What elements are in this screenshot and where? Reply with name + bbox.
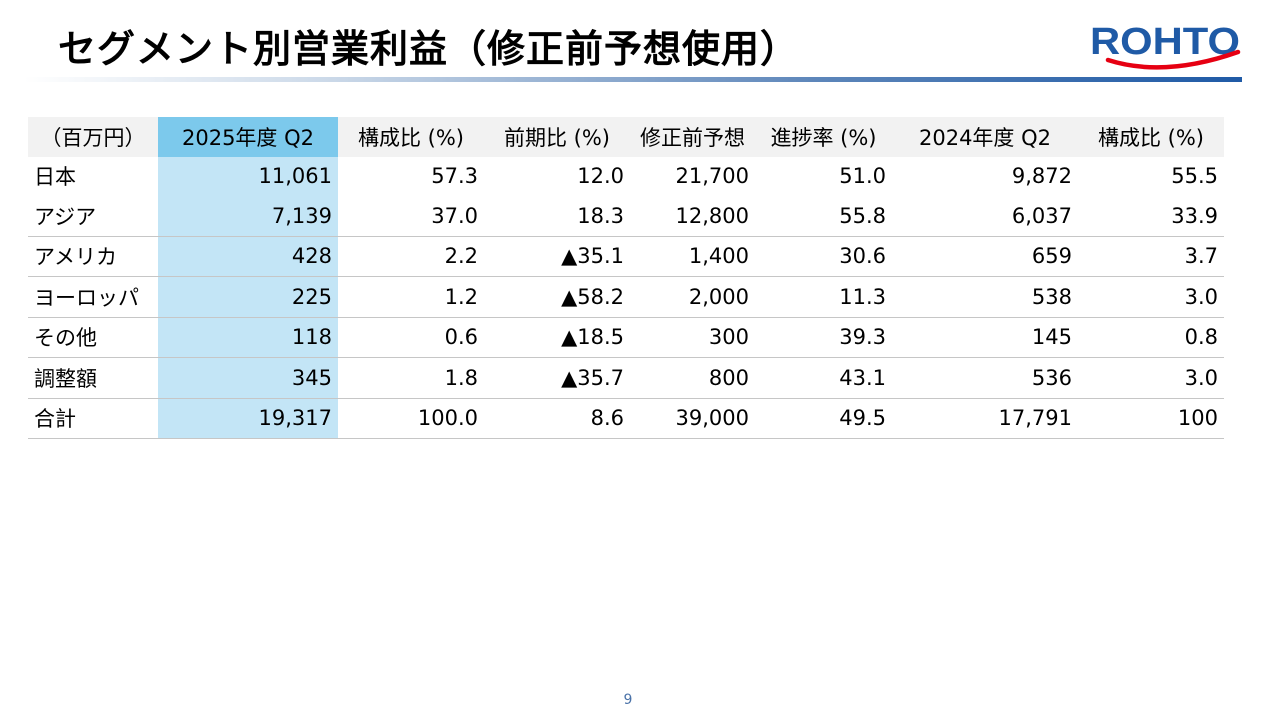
cell-fy2025-q2: 19,317 [158, 398, 338, 439]
slide-title: セグメント別営業利益（修正前予想使用） [58, 27, 800, 71]
table-row-adjustments: 調整額 345 1.8 ▲35.7 800 43.1 536 3.0 [28, 357, 1224, 399]
cell-progress: 43.1 [755, 357, 892, 399]
cell-composition-2025: 37.0 [338, 196, 484, 237]
header-yoy: 前期比 (%) [484, 117, 630, 157]
cell-progress: 11.3 [755, 276, 892, 318]
segment-label: 日本 [34, 165, 76, 190]
table-row-other: その他 118 0.6 ▲18.5 300 39.3 145 0.8 [28, 317, 1224, 358]
cell-fy2025-q2: 11,061 [158, 156, 338, 196]
cell-fy2024-q2: 145 [892, 317, 1078, 358]
cell-composition-2025: 57.3 [431, 164, 478, 189]
cell-fy2024-q2: 538 [892, 276, 1078, 318]
cell-fy2024-q2: 659 [892, 236, 1078, 277]
cell-forecast: 1,400 [630, 236, 755, 277]
cell-composition-2024: 3.7 [1078, 236, 1224, 277]
table-row-americas: アメリカ 428 2.2 ▲35.1 1,400 30.6 659 3.7 [28, 236, 1224, 277]
cell-progress: 49.5 [755, 398, 892, 439]
cell-forecast: 800 [630, 357, 755, 399]
cell-composition-2025: 1.8 [338, 357, 484, 399]
cell-yoy: 12.0 [577, 164, 624, 189]
table-row-asia: アジア 7,139 37.0 18.3 12,800 55.8 6,037 33… [28, 196, 1224, 237]
segment-label: ヨーロッパ [28, 276, 158, 318]
table-header-row: （百万円） 2025年度 Q2 構成比 (%) 前期比 (%) 修正前予想 進捗… [28, 117, 1224, 157]
cell-fy2025-q2: 225 [158, 276, 338, 318]
cell-composition-2024: 0.8 [1078, 317, 1224, 358]
cell-composition-2025: 100.0 [338, 398, 484, 439]
cell-fy2024-q2: 536 [892, 357, 1078, 399]
cell-fy2024-q2: 17,791 [892, 398, 1078, 439]
logo-text: ROHTO [1090, 21, 1240, 63]
cell-progress: 55.8 [755, 196, 892, 237]
cell-fy2025-q2: 118 [158, 317, 338, 358]
cell-composition-2024: 3.0 [1078, 357, 1224, 399]
cell-progress: 30.6 [755, 236, 892, 277]
cell-fy2025-q2: 7,139 [158, 196, 338, 237]
segment-label: アジア [28, 196, 158, 237]
cell-yoy: ▲35.1 [484, 236, 630, 277]
cell-forecast: 39,000 [630, 398, 755, 439]
segment-label: 合計 [28, 398, 158, 439]
segment-label: アメリカ [28, 236, 158, 277]
cell-forecast: 300 [630, 317, 755, 358]
header-pre-revision-forecast: 修正前予想 [630, 117, 755, 157]
logo-swoosh [1105, 49, 1241, 70]
header-composition-2025: 構成比 (%) [338, 117, 484, 157]
cell-composition-2024: 33.9 [1078, 196, 1224, 237]
cell-fy2025-q2: 428 [158, 236, 338, 277]
table-row-japan: 日本 11,061 57.3 12.0 21,700 51.0 9,872 55… [28, 156, 1224, 196]
cell-forecast: 21,700 [675, 164, 749, 189]
cell-yoy: ▲35.7 [484, 357, 630, 399]
cell-composition-2025: 1.2 [338, 276, 484, 318]
cell-yoy: 18.3 [484, 196, 630, 237]
header-progress-rate: 進捗率 (%) [755, 117, 892, 157]
rohto-logo: ROHTO [1090, 21, 1241, 70]
segment-label: 調整額 [28, 357, 158, 399]
table-row-total: 合計 19,317 100.0 8.6 39,000 49.5 17,791 1… [28, 398, 1224, 439]
segment-label: その他 [28, 317, 158, 358]
cell-composition-2025: 0.6 [338, 317, 484, 358]
table-row-europe: ヨーロッパ 225 1.2 ▲58.2 2,000 11.3 538 3.0 [28, 276, 1224, 318]
segment-profit-table: （百万円） 2025年度 Q2 構成比 (%) 前期比 (%) 修正前予想 進捗… [28, 117, 1224, 439]
cell-composition-2025: 2.2 [338, 236, 484, 277]
cell-forecast: 2,000 [630, 276, 755, 318]
header-fy2025-q2: 2025年度 Q2 [158, 117, 338, 157]
cell-yoy: ▲18.5 [484, 317, 630, 358]
cell-yoy: ▲58.2 [484, 276, 630, 318]
header-unit: （百万円） [28, 117, 158, 157]
cell-composition-2024: 55.5 [1171, 164, 1218, 189]
cell-composition-2024: 3.0 [1078, 276, 1224, 318]
cell-forecast: 12,800 [630, 196, 755, 237]
header-fy2024-q2: 2024年度 Q2 [892, 117, 1078, 157]
cell-fy2024-q2: 9,872 [1011, 164, 1072, 189]
cell-progress: 39.3 [755, 317, 892, 358]
cell-yoy: 8.6 [484, 398, 630, 439]
cell-progress: 51.0 [839, 164, 886, 189]
cell-composition-2024: 100 [1078, 398, 1224, 439]
cell-fy2025-q2: 345 [158, 357, 338, 399]
cell-fy2024-q2: 6,037 [892, 196, 1078, 237]
header-composition-2024: 構成比 (%) [1078, 117, 1224, 157]
title-divider [24, 77, 1242, 82]
page-number: 9 [623, 692, 633, 708]
